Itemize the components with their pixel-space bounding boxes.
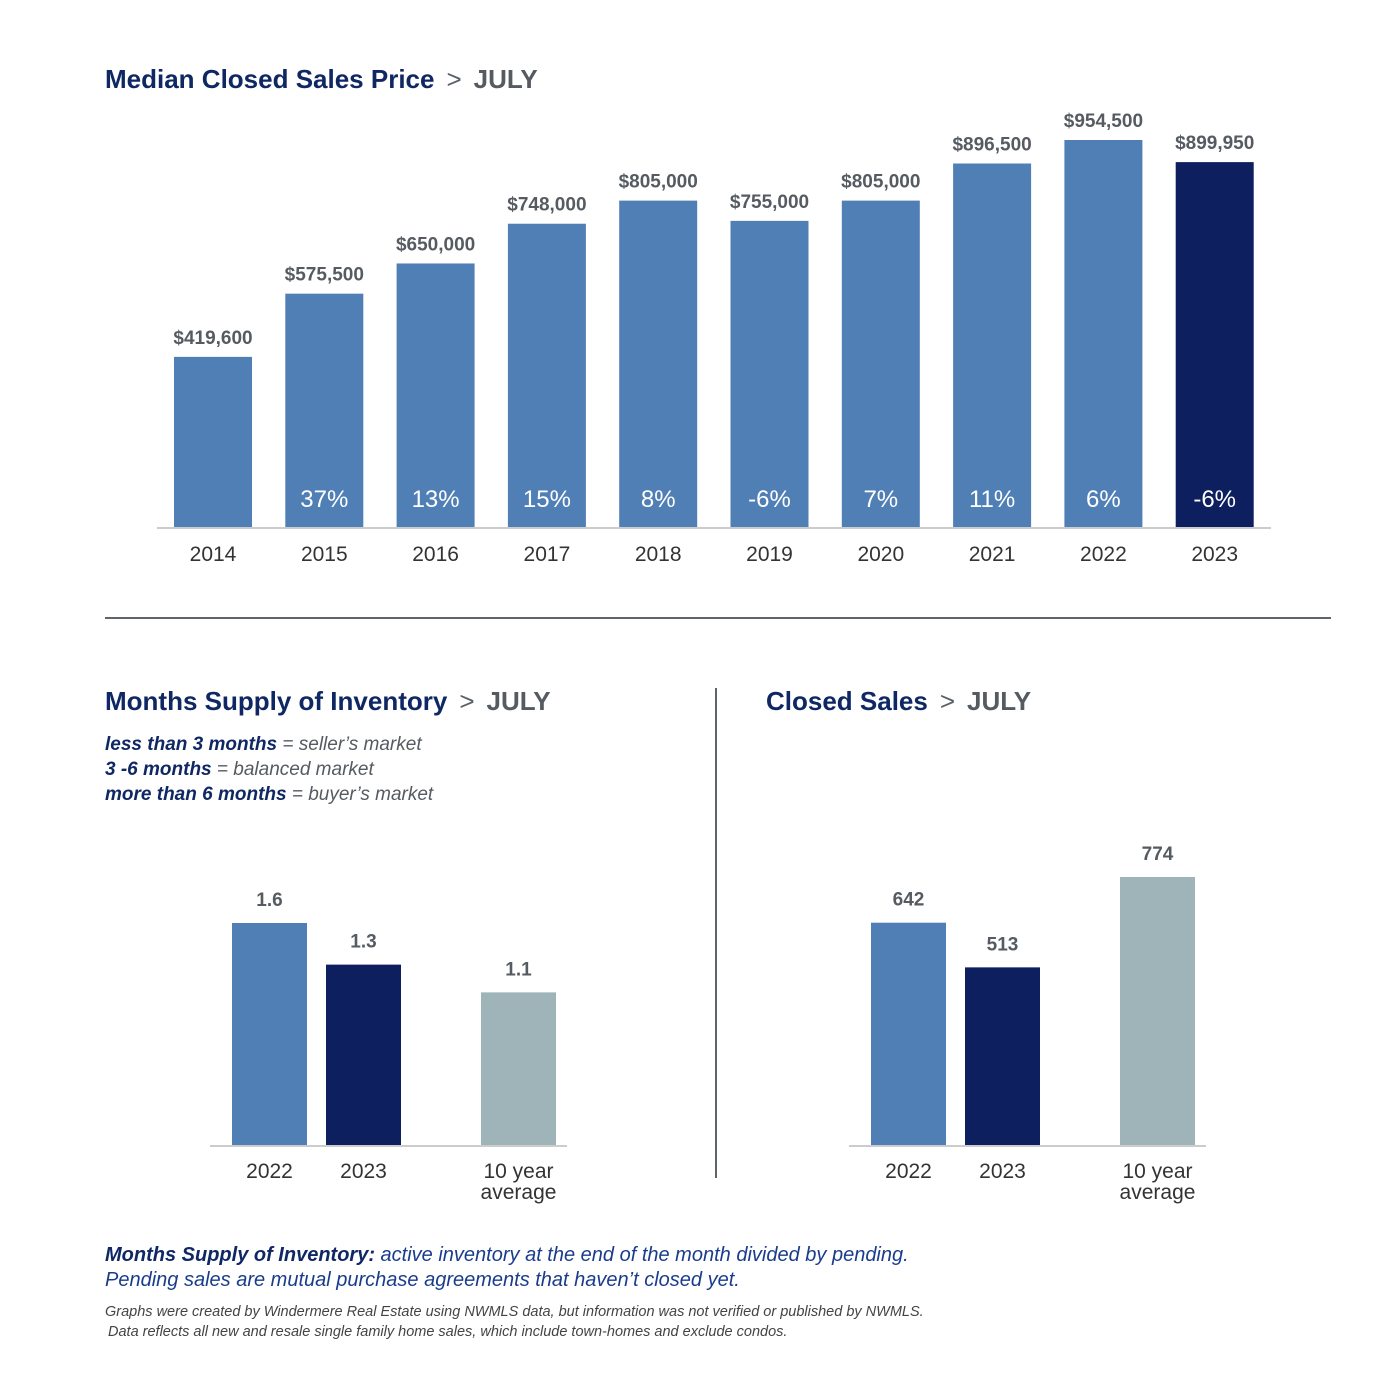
- price-pct-change-label: -6%: [748, 486, 791, 513]
- price-value-label: $419,600: [173, 328, 252, 349]
- supply-title-month: JULY: [486, 686, 551, 716]
- supply-bar-1: [326, 964, 401, 1145]
- price-bar-2016: [396, 263, 475, 527]
- source-disclaimer: Graphs were created by Windermere Real E…: [105, 1302, 924, 1342]
- price-pct-change-label: -6%: [1193, 486, 1236, 513]
- legend-meaning: = balanced market: [211, 759, 374, 780]
- price-value-label: $805,000: [619, 172, 698, 193]
- price-pct-change-label: 7%: [863, 486, 898, 513]
- price-value-label: $748,000: [507, 195, 586, 216]
- price-bar-2020: [841, 200, 920, 528]
- supply-value-label: 1.6: [256, 890, 282, 911]
- price-pct-change-label: 37%: [300, 486, 348, 513]
- supply-category-label: 10 year: [483, 1160, 553, 1183]
- sales-title-main: Closed Sales: [766, 686, 928, 716]
- price-value-label: $755,000: [730, 192, 809, 213]
- legend-line-sellers: less than 3 months = seller’s market: [105, 732, 433, 757]
- legend-term: less than 3 months: [105, 734, 278, 755]
- legend-line-balanced: 3 -6 months = balanced market: [105, 757, 433, 782]
- price-year-label: 2016: [412, 543, 459, 566]
- legend-meaning: = seller’s market: [277, 734, 422, 755]
- price-value-label: $899,950: [1175, 133, 1254, 154]
- price-bar-2018: [619, 200, 698, 528]
- price-year-label: 2020: [857, 543, 904, 566]
- sales-category-label: 2022: [885, 1160, 932, 1183]
- price-year-label: 2014: [190, 543, 237, 566]
- price-pct-change-label: 6%: [1086, 486, 1121, 513]
- price-bar-2019: [730, 220, 809, 528]
- sales-value-label: 513: [987, 934, 1019, 955]
- sales-bar-1: [965, 967, 1040, 1145]
- price-year-label: 2015: [301, 543, 348, 566]
- sales-title-separator: >: [939, 686, 956, 716]
- legend-term: more than 6 months: [105, 784, 287, 805]
- sales-category-label: 10 year: [1122, 1160, 1192, 1183]
- price-title-month: JULY: [473, 64, 538, 94]
- supply-category-label: average: [481, 1181, 557, 1204]
- disclaimer-line-1: Graphs were created by Windermere Real E…: [105, 1304, 924, 1320]
- supply-bar-0: [232, 923, 307, 1145]
- price-bar-2022: [1064, 140, 1143, 527]
- definition-line-1: Months Supply of Inventory: active inven…: [105, 1243, 909, 1268]
- legend-term: 3 -6 months: [105, 759, 212, 780]
- supply-legend: less than 3 months = seller’s market 3 -…: [105, 732, 433, 807]
- legend-line-buyers: more than 6 months = buyer’s market: [105, 782, 433, 807]
- supply-category-label: 2023: [340, 1160, 387, 1183]
- price-bar-2017: [507, 223, 586, 528]
- section-divider: [105, 617, 1331, 619]
- supply-category-label: 2022: [246, 1160, 293, 1183]
- price-bar-2014: [174, 356, 252, 527]
- sales-value-label: 642: [893, 890, 925, 911]
- definition-term: Months Supply of Inventory:: [105, 1244, 375, 1266]
- price-year-label: 2021: [969, 543, 1016, 566]
- sales-value-label: 774: [1142, 844, 1174, 865]
- supply-chart-title: Months Supply of Inventory > JULY: [105, 686, 551, 717]
- supply-value-label: 1.3: [350, 932, 376, 953]
- sales-category-label: 2023: [979, 1160, 1026, 1183]
- price-pct-change-label: 13%: [412, 486, 460, 513]
- price-bar-2015: [285, 293, 364, 527]
- price-pct-change-label: 11%: [969, 486, 1015, 513]
- price-pct-change-label: 8%: [641, 486, 676, 513]
- supply-bar-2: [481, 992, 556, 1145]
- price-value-label: $954,500: [1064, 111, 1143, 132]
- price-title-main: Median Closed Sales Price: [105, 64, 435, 94]
- disclaimer-line-2: Data reflects all new and resale single …: [108, 1324, 788, 1340]
- supply-title-main: Months Supply of Inventory: [105, 686, 448, 716]
- price-year-label: 2023: [1191, 543, 1238, 566]
- price-value-label: $650,000: [396, 234, 475, 255]
- price-value-label: $575,500: [285, 265, 364, 286]
- supply-definition: Months Supply of Inventory: active inven…: [105, 1243, 909, 1293]
- price-value-label: $896,500: [952, 135, 1031, 156]
- price-pct-change-label: 15%: [523, 486, 571, 513]
- sales-bar-0: [871, 922, 946, 1145]
- supply-title-separator: >: [459, 686, 475, 716]
- price-value-label: $805,000: [841, 172, 920, 193]
- definition-text: active inventory at the end of the month…: [375, 1244, 909, 1266]
- sales-category-label: average: [1120, 1181, 1196, 1204]
- price-year-label: 2018: [635, 543, 682, 566]
- price-bar-2023: [1175, 162, 1254, 527]
- sales-title-month: JULY: [967, 686, 1032, 716]
- price-year-label: 2022: [1080, 543, 1127, 566]
- price-chart-title: Median Closed Sales Price > JULY: [105, 64, 538, 95]
- price-year-label: 2017: [524, 543, 571, 566]
- sales-bar-2: [1120, 877, 1195, 1145]
- sales-chart-title: Closed Sales > JULY: [766, 686, 1031, 717]
- price-bar-2021: [953, 163, 1032, 527]
- price-title-separator: >: [446, 64, 462, 94]
- legend-meaning: = buyer’s market: [286, 784, 434, 805]
- supply-value-label: 1.1: [505, 959, 532, 980]
- definition-line-2: Pending sales are mutual purchase agreem…: [105, 1269, 740, 1291]
- column-divider: [715, 688, 717, 1178]
- price-year-label: 2019: [746, 543, 793, 566]
